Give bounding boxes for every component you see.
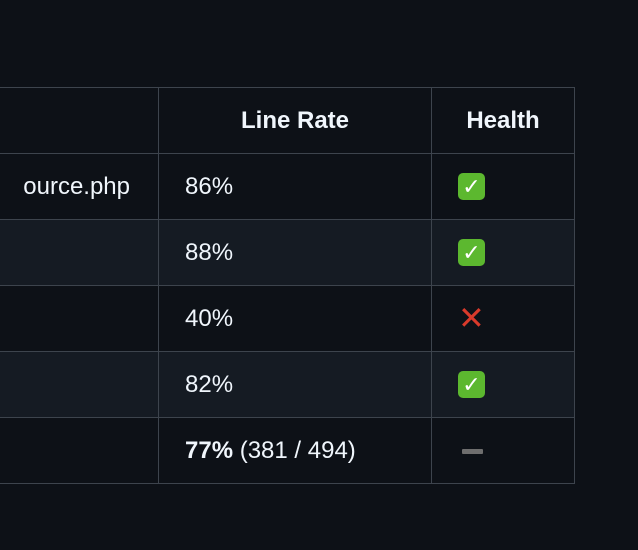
summary-row: 77% (381 / 494)	[0, 417, 575, 484]
line-rate-cell: 40%	[158, 285, 432, 352]
coverage-table: Line Rate Health ource.php 86% ✓ 88% ✓ 4…	[0, 87, 575, 484]
file-cell	[0, 351, 159, 418]
summary-line-rate-cell: 77% (381 / 494)	[158, 417, 432, 484]
header-health: Health	[431, 87, 575, 154]
line-rate-cell: 86%	[158, 153, 432, 220]
summary-counts: (381 / 494)	[239, 436, 356, 464]
health-cell: ✓	[431, 153, 575, 220]
check-mark-button-icon: ✓	[458, 172, 485, 200]
cross-mark-icon: ✕	[458, 299, 485, 336]
table-row: 40% ✕	[0, 285, 575, 352]
summary-file-cell	[0, 417, 159, 484]
table-row: 82% ✓	[0, 351, 575, 418]
table-row: ource.php 86% ✓	[0, 153, 575, 220]
line-rate-cell: 82%	[158, 351, 432, 418]
file-cell	[0, 219, 159, 286]
summary-line-rate: 77%	[185, 436, 234, 464]
header-line-rate: Line Rate	[158, 87, 432, 154]
health-cell: ✓	[431, 351, 575, 418]
summary-health-cell	[431, 417, 575, 484]
line-rate-cell: 88%	[158, 219, 432, 286]
table-row: 88% ✓	[0, 219, 575, 286]
check-mark-button-icon: ✓	[458, 238, 485, 266]
file-cell: ource.php	[0, 153, 159, 220]
header-file	[0, 87, 159, 154]
dash-icon	[462, 448, 483, 454]
health-cell: ✕	[431, 285, 575, 352]
health-cell: ✓	[431, 219, 575, 286]
check-mark-button-icon: ✓	[458, 370, 485, 398]
file-cell	[0, 285, 159, 352]
header-row: Line Rate Health	[0, 87, 575, 154]
